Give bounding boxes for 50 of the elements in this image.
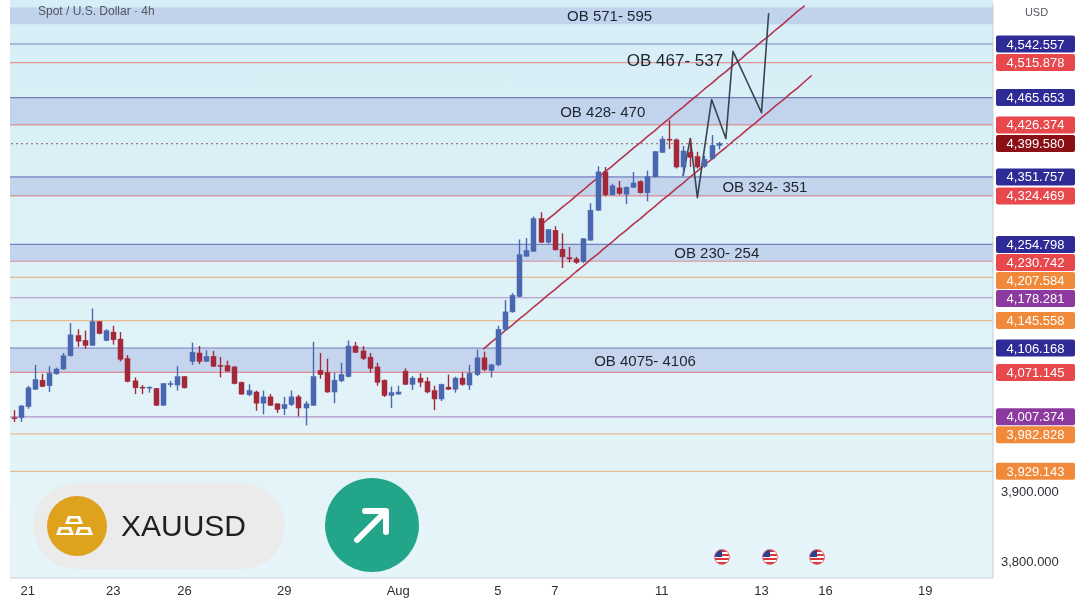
band-label: OB 230- 254: [674, 244, 760, 262]
x-tick-label: 16: [818, 583, 833, 599]
ref-line-label: 4,465.653: [1006, 90, 1065, 106]
y-tick-label: 3,800.000: [1001, 553, 1059, 569]
candlestick: [602, 166, 609, 197]
y-axis-title: USD: [1023, 6, 1050, 18]
candlestick: [481, 350, 488, 372]
ref-line-label: 4,178.281: [1006, 290, 1065, 306]
candlestick: [295, 394, 302, 418]
candlestick: [89, 307, 96, 347]
ref-line-label: 4,324.469: [1006, 188, 1065, 204]
x-tick-label: 21: [20, 583, 36, 599]
x-tick-label: 11: [655, 583, 669, 599]
x-tick-label: 19: [918, 583, 933, 599]
line-series: [482, 74, 813, 350]
x-tick-label: 26: [177, 583, 192, 599]
candlestick: [260, 389, 267, 415]
ref-line-label: 4,145.558: [1006, 313, 1065, 329]
x-tick-label: Aug: [386, 583, 410, 599]
band-label: OB 428- 470: [560, 102, 646, 120]
ref-line-label: 4,207.584: [1006, 272, 1065, 288]
band-label: OB 571- 595: [567, 7, 653, 25]
x-tick-label: 13: [754, 583, 769, 599]
ref-line-label: 4,542.557: [1006, 36, 1065, 52]
x-tick-label: 7: [551, 583, 559, 599]
ref-line-label: 4,426.374: [1006, 117, 1065, 133]
ref-line-label: 4,254.798: [1006, 236, 1065, 252]
ref-line-label: 4,351.757: [1006, 169, 1065, 185]
x-tick-label: 29: [277, 583, 292, 599]
candlestick: [196, 345, 203, 365]
ref-line-label: 4,106.168: [1006, 340, 1065, 356]
x-tick-label: 5: [494, 583, 502, 599]
band-label: OB 4075- 4106: [594, 351, 696, 369]
candlestick: [538, 211, 545, 244]
chart-title: Spot / U.S. Dollar · 4h: [38, 4, 155, 18]
ref-line-label: 4,230.742: [1006, 254, 1065, 270]
ticker-badge: XAUUSD: [33, 483, 285, 569]
ref-line-label: 4,071.145: [1006, 364, 1065, 380]
ref-line-label: 4,515.878: [1006, 55, 1065, 71]
band-label: OB 324- 351: [722, 177, 808, 195]
y-tick-label: 3,900.000: [1001, 484, 1059, 500]
ref-line-label: 4,007.374: [1006, 409, 1065, 425]
x-tick-label: 23: [106, 583, 121, 599]
ref-line-label: 4,399.580: [1006, 136, 1065, 152]
candlestick: [189, 341, 196, 366]
annotation: XAUUSD: [121, 508, 247, 544]
annotation: OB 467- 537: [626, 51, 724, 72]
candlestick: [680, 145, 687, 177]
ref-line-label: 3,929.143: [1006, 463, 1065, 479]
ref-line-label: 3,982.828: [1006, 427, 1065, 443]
